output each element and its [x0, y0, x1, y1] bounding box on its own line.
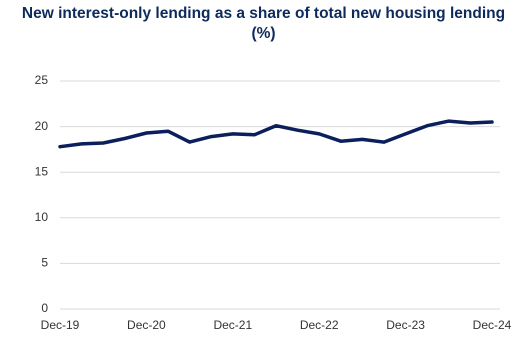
y-tick-label: 25 — [35, 73, 49, 87]
y-tick-label: 15 — [35, 164, 49, 178]
x-tick-label: Dec-21 — [213, 318, 252, 332]
y-tick-label: 0 — [41, 301, 48, 315]
y-tick-label: 5 — [41, 256, 48, 270]
data-line — [58, 119, 494, 149]
x-tick-label: Dec-23 — [386, 318, 425, 332]
x-tick-label: Dec-24 — [473, 318, 512, 332]
chart-title: New interest-only lending as a share of … — [21, 5, 506, 42]
x-tick-label: Dec-19 — [41, 318, 80, 332]
y-tick-label: 10 — [35, 210, 49, 224]
x-tick-label: Dec-20 — [127, 318, 166, 332]
y-tick-label: 20 — [35, 119, 49, 133]
x-tick-label: Dec-22 — [300, 318, 339, 332]
